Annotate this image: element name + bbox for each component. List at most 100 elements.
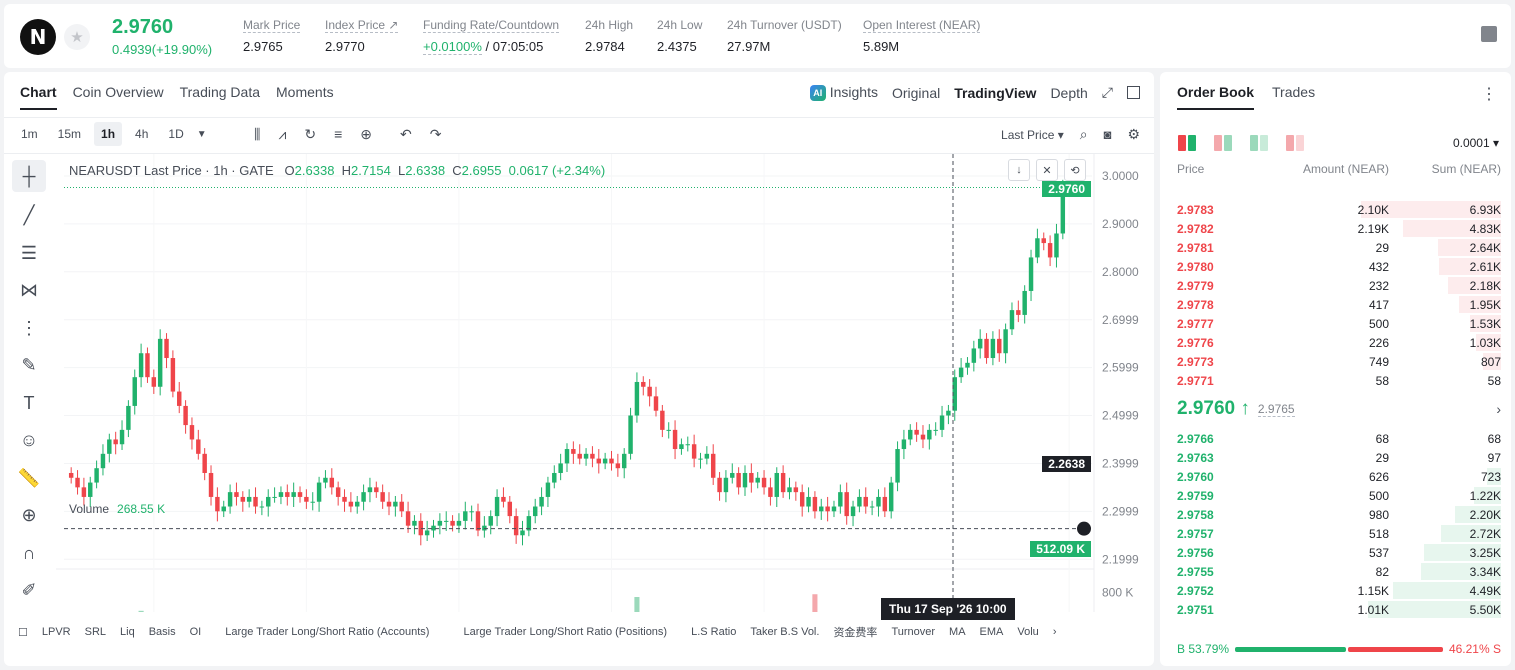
indicator-ema[interactable]: EMA [979,626,1004,638]
indicator-srl[interactable]: SRL [84,626,107,638]
search-icon[interactable]: ⌕ [1079,126,1088,142]
indicators-icon[interactable]: ⩘ [278,126,287,142]
book-icon[interactable] [1481,26,1497,42]
funding-rate-label[interactable]: Funding Rate/Countdown [423,18,560,33]
indicator-volume[interactable]: Volu [1017,626,1039,638]
candle-type-icon[interactable]: ⫼ [254,126,261,142]
tab-chart[interactable]: Chart [20,84,57,110]
interval-1m[interactable]: 1m [21,127,38,141]
chevron-right-icon[interactable]: › [1052,626,1057,638]
ask-row[interactable]: 2.9779 232 2.18K [1177,276,1501,295]
chevron-right-icon[interactable]: › [1496,401,1501,417]
bid-row[interactable]: 2.9757 518 2.72K [1177,524,1501,543]
insights-button[interactable]: AI Insights [809,84,878,102]
interval-1h[interactable]: 1h [94,122,123,146]
candle-body [914,429,919,435]
mark-price-label[interactable]: Mark Price [243,18,301,33]
indicator-turnover[interactable]: Turnover [891,626,936,638]
price-type-select[interactable]: Last Price ▾ [1001,127,1064,142]
replay-icon[interactable]: ↻ [304,126,317,142]
interval-15m[interactable]: 15m [57,127,82,141]
both-sides-mode-icon[interactable] [1178,135,1196,151]
open-interest-label[interactable]: Open Interest (NEAR) [863,18,981,33]
settings-gear-icon[interactable]: ⚙ [1127,126,1140,142]
text-icon[interactable]: T [23,392,35,413]
bid-row[interactable]: 2.9756 537 3.25K [1177,543,1501,562]
reset-icon[interactable]: ⟲ [1064,159,1086,181]
add-alert-icon[interactable]: ⊕ [360,126,372,142]
trend-line-icon[interactable]: ╱ [23,205,35,226]
asks-only-mode-icon[interactable] [1286,135,1304,151]
tab-trading-data[interactable]: Trading Data [179,84,261,100]
favorite-star-icon[interactable]: ★ [64,24,90,50]
ask-row[interactable]: 2.9776 226 1.03K [1177,333,1501,352]
candlestick-chart[interactable]: 3.0000 2.9000 2.8000 2.6999 2.5999 2.4999 2.39… [56,154,1154,612]
bid-row[interactable]: 2.9760 626 723 [1177,467,1501,486]
precision-select[interactable]: 0.0001 ▾ [1452,136,1499,150]
candle-body [691,444,697,459]
bids-only-mode-icon[interactable] [1250,135,1268,151]
ask-row[interactable]: 2.9771 58 58 [1177,371,1501,390]
bid-row[interactable]: 2.9759 500 1.22K [1177,486,1501,505]
tab-trades[interactable]: Trades [1272,84,1316,100]
indicator-ma[interactable]: MA [949,626,966,638]
candle-body [698,458,703,460]
expand-icon[interactable]: ⤢ [1101,84,1113,101]
camera-icon[interactable]: ◙ [1103,127,1112,142]
interval-dropdown-icon[interactable]: ▼ [196,128,207,140]
view-depth[interactable]: Depth [1050,84,1088,101]
ask-row[interactable]: 2.9780 432 2.61K [1177,257,1501,276]
magnet-icon[interactable]: ∩ [22,542,36,563]
tab-coin-overview[interactable]: Coin Overview [72,84,164,100]
indicator-funding-rate[interactable]: 资金费率 [833,627,878,639]
bid-row[interactable]: 2.9755 82 3.34K [1177,562,1501,581]
indicator-lpvr[interactable]: LPVR [41,626,71,638]
indicator-ls-positions[interactable]: Large Trader Long/Short Ratio (Positions… [463,626,668,638]
brush-icon[interactable]: ✎ [21,355,37,376]
ask-row[interactable]: 2.9777 500 1.53K [1177,314,1501,333]
scroll-down-icon[interactable]: ↓ [1008,159,1030,181]
mid-mark-price[interactable]: 2.9765 [1257,401,1295,417]
redo-icon[interactable]: ↷ [429,126,442,142]
interval-4h[interactable]: 4h [135,127,149,141]
ask-row[interactable]: 2.9782 2.19K 4.83K [1177,219,1501,238]
horizontal-lines-icon[interactable]: ☰ [20,242,38,263]
template-icon[interactable]: ≡ [334,126,343,142]
bid-row[interactable]: 2.9751 1.01K 5.50K [1177,600,1501,619]
ask-row[interactable]: 2.9773 749 807 [1177,352,1501,371]
indicator-basis[interactable]: Basis [148,626,176,638]
ruler-icon[interactable]: 📏 [17,467,41,488]
more-options-icon[interactable]: ⋮ [1481,86,1497,103]
ask-row[interactable]: 2.9778 417 1.95K [1177,295,1501,314]
crosshair-icon[interactable]: ┼ [12,160,46,192]
pattern-icon[interactable]: ⋈ [20,280,38,301]
collapse-icon[interactable]: ✕ [1036,159,1058,181]
bid-row[interactable]: 2.9752 1.15K 4.49K [1177,581,1501,600]
window-icon[interactable] [1127,86,1140,100]
zoom-in-icon[interactable]: ⊕ [21,505,37,526]
tab-order-book[interactable]: Order Book [1177,84,1255,110]
settings-toggle-icon[interactable]: ☐ [18,626,28,639]
ask-row[interactable]: 2.9783 2.10K 6.93K [1177,200,1501,219]
indicator-oi[interactable]: OI [189,626,202,638]
undo-icon[interactable]: ↶ [400,126,412,142]
interval-1d[interactable]: 1D [168,127,184,141]
candle-body [81,487,87,497]
bid-row[interactable]: 2.9763 29 97 [1177,448,1501,467]
view-tradingview[interactable]: TradingView [954,84,1037,101]
pencil-lock-icon[interactable]: ✐ [21,580,37,601]
tab-moments[interactable]: Moments [276,84,334,100]
ask-row[interactable]: 2.9781 29 2.64K [1177,238,1501,257]
funding-rate-value[interactable]: +0.0100% [423,39,482,55]
emoji-icon[interactable]: ☺ [19,430,39,451]
bid-row[interactable]: 2.9766 68 68 [1177,429,1501,448]
asks-bids-mode-icon[interactable] [1214,135,1232,151]
bid-row[interactable]: 2.9758 980 2.20K [1177,505,1501,524]
indicator-liq[interactable]: Liq [120,626,135,638]
indicator-ls-accounts[interactable]: Large Trader Long/Short Ratio (Accounts) [225,626,430,638]
view-original[interactable]: Original [891,84,941,101]
indicator-taker-vol[interactable]: Taker B.S Vol. [750,626,820,638]
fib-icon[interactable]: ⋮ [20,317,38,338]
index-price-label[interactable]: Index Price ↗ [325,18,399,33]
indicator-ls-ratio[interactable]: L.S Ratio [691,626,737,638]
